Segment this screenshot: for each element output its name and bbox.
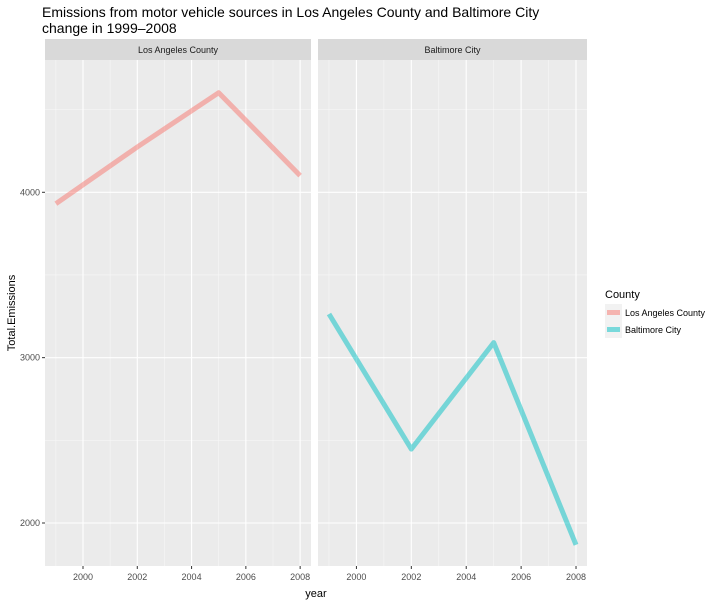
panel-background: [45, 60, 311, 566]
x-tick-label: 2000: [346, 572, 366, 582]
x-tick-label: 2000: [73, 572, 93, 582]
x-axis-title: year: [305, 588, 327, 600]
x-tick-label: 2008: [290, 572, 310, 582]
panel-background: [318, 60, 587, 566]
x-tick-label: 2002: [127, 572, 147, 582]
series-line-baltimore-city: [326, 312, 579, 546]
legend-label: Los Angeles County: [625, 308, 706, 318]
y-tick-label: 3000: [20, 353, 40, 363]
panel-strip: [318, 39, 587, 60]
y-tick-label: 2000: [20, 518, 40, 528]
x-tick-label: 2006: [511, 572, 531, 582]
legend-label: Baltimore City: [625, 325, 682, 335]
x-tick-label: 2004: [182, 572, 202, 582]
chart-title-line-2: change in 1999–2008: [42, 20, 177, 36]
x-tick-label: 2002: [401, 572, 421, 582]
x-tick-label: 2006: [236, 572, 256, 582]
series-line-los-angeles-county: [54, 90, 302, 206]
panel-strip: [45, 39, 311, 60]
x-tick-label: 2004: [456, 572, 476, 582]
chart-title-line-1: Emissions from motor vehicle sources in …: [42, 4, 540, 20]
x-tick-label: 2008: [566, 572, 586, 582]
panel-strip-label: Baltimore City: [424, 45, 481, 55]
panel-strip-label: Los Angeles County: [138, 45, 219, 55]
legend-title: County: [605, 289, 640, 301]
y-tick-label: 4000: [20, 187, 40, 197]
y-axis-title: Total.Emissions: [6, 274, 18, 351]
